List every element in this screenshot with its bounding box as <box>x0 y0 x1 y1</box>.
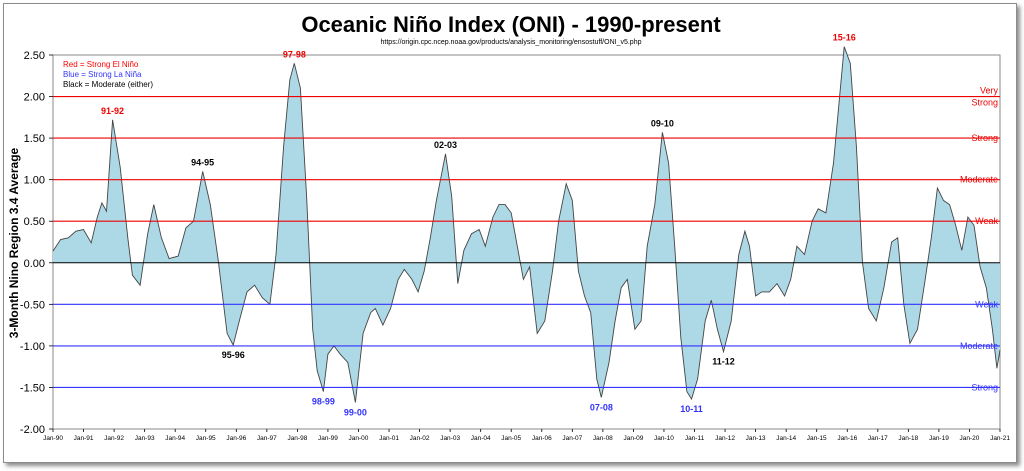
threshold-label: Strong <box>971 382 998 392</box>
legend-item: Blue = Strong La Niña <box>63 70 142 79</box>
event-label: 99-00 <box>344 407 367 417</box>
y-tick-label: 0.00 <box>24 258 45 270</box>
x-tick-label: Jan-10 <box>654 435 674 442</box>
event-label: 07-08 <box>590 402 613 412</box>
x-tick-label: Jan-14 <box>776 435 796 442</box>
chart-subtitle: https://origin.cpc.ncep.noaa.gov/product… <box>381 39 642 46</box>
y-tick-label: -1.00 <box>20 341 45 353</box>
event-label: 11-12 <box>712 357 735 367</box>
x-tick-label: Jan-95 <box>196 435 216 442</box>
x-tick-label: Jan-08 <box>593 435 613 442</box>
event-label: 94-95 <box>191 157 214 167</box>
event-label: 02-03 <box>434 140 457 150</box>
chart-title: Oceanic Niño Index (ONI) - 1990-present <box>301 12 721 37</box>
event-label: 98-99 <box>312 397 335 407</box>
x-tick-label: Jan-04 <box>471 435 491 442</box>
x-tick-label: Jan-02 <box>410 435 430 442</box>
y-tick-label: 2.00 <box>24 92 45 104</box>
plot-area: Very Strong Strong Moderate Weak Weak Moderate… <box>20 33 1010 442</box>
event-label: 15-16 <box>833 33 856 43</box>
y-tick-label: -1.50 <box>20 382 45 394</box>
oni-area <box>53 46 1000 403</box>
x-tick-label: Jan-93 <box>135 435 155 442</box>
x-tick-label: Jan-03 <box>440 435 460 442</box>
x-tick-label: Jan-09 <box>623 435 643 442</box>
event-label: 95-96 <box>222 350 245 360</box>
x-tick-label: Jan-90 <box>43 435 63 442</box>
x-tick-label: Jan-20 <box>960 435 980 442</box>
x-tick-label: Jan-18 <box>898 435 918 442</box>
x-tick-label: Jan-16 <box>837 435 857 442</box>
threshold-label: Strong <box>971 98 998 108</box>
y-tick-label: -2.00 <box>20 424 45 436</box>
threshold-label: Weak <box>975 216 998 226</box>
x-tick-label: Jan-91 <box>74 435 94 442</box>
threshold-label: Moderate <box>960 341 998 351</box>
x-tick-label: Jan-05 <box>501 435 521 442</box>
y-tick-label: -0.50 <box>20 299 45 311</box>
x-tick-label: Jan-98 <box>287 435 307 442</box>
x-tick-label: Jan-17 <box>868 435 888 442</box>
y-tick-label: 1.00 <box>24 175 45 187</box>
x-tick-label: Jan-00 <box>349 435 369 442</box>
legend-item: Red = Strong El Niño <box>63 60 139 69</box>
threshold-label: Weak <box>975 299 998 309</box>
event-label: 97-98 <box>283 49 306 59</box>
x-tick-label: Jan-01 <box>379 435 399 442</box>
x-tick-label: Jan-06 <box>532 435 552 442</box>
event-label: 09-10 <box>651 118 674 128</box>
x-tick-label: Jan-15 <box>807 435 827 442</box>
x-tick-label: Jan-21 <box>990 435 1010 442</box>
x-tick-label: Jan-13 <box>746 435 766 442</box>
x-tick-label: Jan-92 <box>104 435 124 442</box>
event-label: 10-11 <box>680 404 703 414</box>
threshold-label: Moderate <box>960 175 998 185</box>
y-tick-label: 2.50 <box>24 50 45 62</box>
x-tick-label: Jan-99 <box>318 435 338 442</box>
x-tick-label: Jan-97 <box>257 435 277 442</box>
x-tick-label: Jan-96 <box>226 435 246 442</box>
event-label: 91-92 <box>101 106 124 116</box>
x-tick-label: Jan-19 <box>929 435 949 442</box>
x-tick-label: Jan-11 <box>685 435 705 442</box>
x-tick-label: Jan-07 <box>562 435 582 442</box>
y-axis-label: 3-Month Nino Region 3.4 Average <box>7 147 21 338</box>
threshold-label: Very <box>980 86 999 96</box>
y-tick-label: 1.50 <box>24 133 45 145</box>
threshold-label: Strong <box>971 133 998 143</box>
y-tick-label: 0.50 <box>24 216 45 228</box>
legend-item: Black = Moderate (either) <box>63 80 153 89</box>
x-tick-label: Jan-12 <box>715 435 735 442</box>
x-tick-label: Jan-94 <box>165 435 185 442</box>
oni-line <box>52 46 1001 403</box>
